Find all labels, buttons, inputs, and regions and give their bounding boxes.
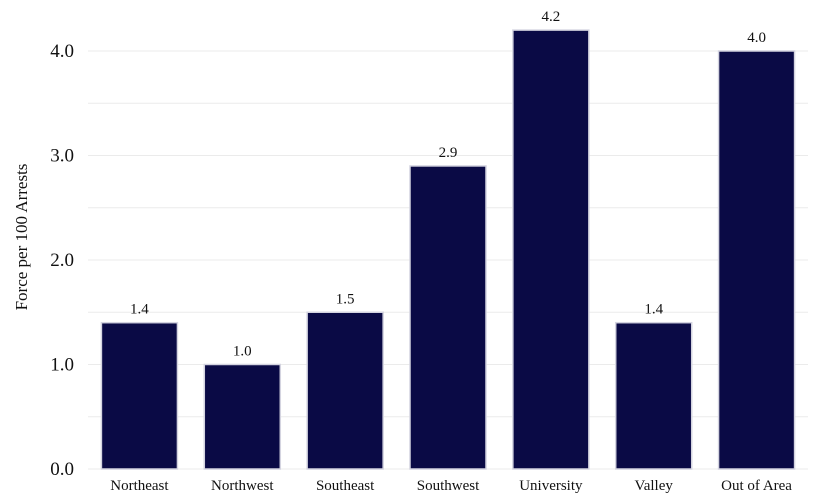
x-tick-label: Out of Area (721, 478, 792, 494)
data-label: 4.0 (747, 30, 766, 46)
data-label: 1.4 (130, 302, 149, 318)
y-axis-title: Force per 100 Arrests (12, 164, 31, 311)
bar-southeast (306, 311, 384, 470)
x-tick-label: University (519, 478, 583, 494)
x-tick-label: Northeast (110, 478, 169, 494)
data-label: 1.5 (336, 291, 355, 307)
y-tick-label: 1.0 (50, 355, 74, 376)
data-label: 4.2 (541, 9, 560, 25)
bars (100, 29, 796, 470)
y-tick-label: 3.0 (50, 146, 74, 167)
x-tick-label: Southwest (417, 478, 480, 494)
data-label: 1.0 (233, 344, 252, 360)
bar-out-of-area (717, 50, 796, 470)
y-tick-label: 0.0 (50, 459, 74, 480)
data-labels: 1.4 1.0 1.5 2.9 4.2 1.4 4.0 (130, 9, 766, 359)
x-tick-label: Northwest (211, 478, 274, 494)
x-tick-label: Valley (635, 478, 674, 494)
bar-university (512, 29, 590, 470)
bar-northeast (100, 321, 179, 470)
y-tick-label: 4.0 (50, 41, 74, 62)
data-label: 1.4 (644, 302, 663, 318)
x-axis-ticks: Northeast Northwest Southeast Southwest Univ… (110, 478, 792, 494)
bar-southwest (409, 165, 487, 470)
y-tick-label: 2.0 (50, 250, 74, 271)
bar-northwest (203, 363, 282, 470)
y-axis-ticks: 0.0 1.0 2.0 3.0 4.0 (50, 41, 74, 480)
bar-valley (614, 321, 693, 470)
x-tick-label: Southeast (316, 478, 375, 494)
data-label: 2.9 (439, 145, 458, 161)
